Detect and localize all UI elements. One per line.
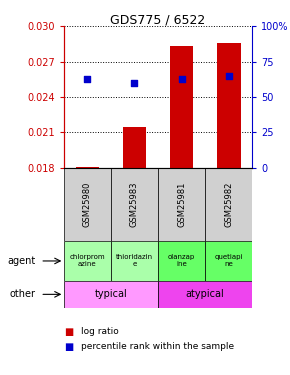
Text: atypical: atypical [186, 290, 224, 299]
Bar [158, 241, 205, 281]
Text: other: other [10, 290, 35, 299]
Bar [123, 127, 146, 168]
Point [179, 76, 184, 82]
Bar [111, 168, 158, 241]
Bar [64, 168, 111, 241]
Text: log ratio: log ratio [81, 327, 119, 336]
Text: olanzap
ine: olanzap ine [168, 255, 195, 267]
Bar [76, 167, 99, 168]
Point [132, 80, 137, 86]
Text: chlorprom
azine: chlorprom azine [70, 255, 105, 267]
Text: GSM25983: GSM25983 [130, 182, 139, 227]
Point [85, 76, 90, 82]
Title: GDS775 / 6522: GDS775 / 6522 [110, 13, 206, 26]
Bar [205, 241, 252, 281]
Bar [158, 168, 205, 241]
Bar [170, 46, 193, 168]
Bar [64, 241, 111, 281]
Text: percentile rank within the sample: percentile rank within the sample [81, 342, 234, 351]
Bar [205, 168, 252, 241]
Point [226, 73, 231, 79]
Bar [64, 281, 158, 308]
Text: ■: ■ [64, 342, 73, 352]
Text: GSM25982: GSM25982 [224, 182, 233, 227]
Text: thioridazin
e: thioridazin e [116, 255, 153, 267]
Text: agent: agent [7, 256, 35, 266]
Bar [158, 281, 252, 308]
Text: typical: typical [95, 290, 127, 299]
Text: ■: ■ [64, 327, 73, 337]
Text: GSM25980: GSM25980 [83, 182, 92, 227]
Bar [111, 241, 158, 281]
Bar [217, 44, 240, 168]
Text: GSM25981: GSM25981 [177, 182, 186, 227]
Text: quetiapi
ne: quetiapi ne [215, 255, 243, 267]
